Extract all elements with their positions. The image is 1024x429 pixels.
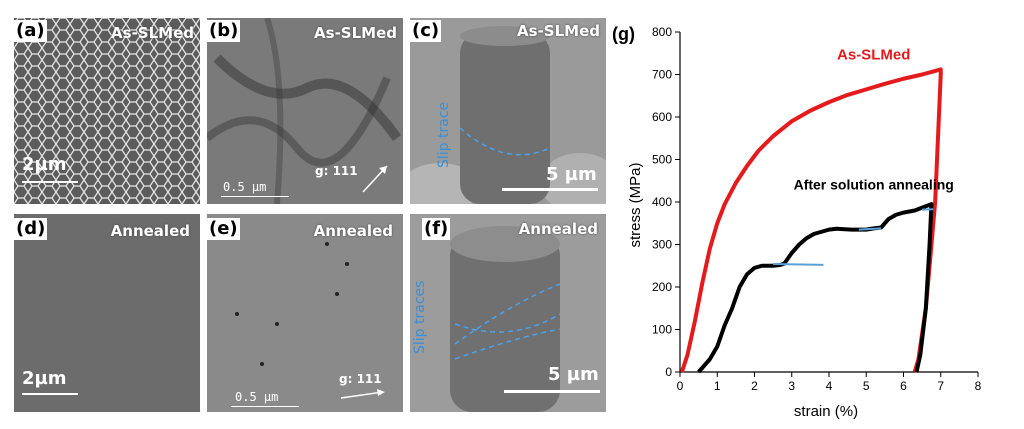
panel-e-tem-image: (e) Annealed g: 111 0.5 µm bbox=[207, 214, 403, 412]
panel-c-pillar-image: (c) As-SLMed Slip trace 5 µm bbox=[410, 18, 606, 204]
panel-label-a: (a) bbox=[14, 20, 47, 42]
scale-bar-d bbox=[22, 393, 78, 395]
scale-bar-label-d: 2µm bbox=[22, 368, 67, 389]
dislocation-image bbox=[207, 18, 403, 204]
panel-label-b: (b) bbox=[207, 20, 241, 42]
y-tick-label: 100 bbox=[652, 323, 672, 337]
slip-trace-annotation-f: Slip traces bbox=[412, 280, 428, 354]
scale-bar-label-e: 0.5 µm bbox=[235, 390, 279, 404]
panel-d-grain-image: (d) Annealed 2µm bbox=[14, 214, 200, 412]
panel-tag-a: As-SLMed bbox=[111, 24, 194, 42]
panel-a-grain-image: (a) As-SLMed 2µm bbox=[14, 18, 200, 204]
chart-axes: 0 1 2 3 4 5 6 7 8 0 100 200 300 400 500 600 700 800 bbox=[652, 25, 982, 393]
scale-bar-a bbox=[22, 181, 78, 183]
x-tick-label: 5 bbox=[863, 379, 870, 393]
x-tick-label: 6 bbox=[900, 379, 907, 393]
g-vector-label-e: g: 111 bbox=[339, 372, 382, 386]
x-tick-label: 0 bbox=[677, 379, 684, 393]
grain-structure-image bbox=[14, 18, 200, 204]
x-axis-label: strain (%) bbox=[794, 403, 858, 420]
x-tick-label: 3 bbox=[788, 379, 795, 393]
x-tick-label: 4 bbox=[826, 379, 833, 393]
chart-annotation-layer: As-SLMed After solution annealing bbox=[794, 47, 954, 193]
panel-b-tem-image: (b) As-SLMed g: 111 0.5 µm bbox=[207, 18, 403, 204]
panel-label-d: (d) bbox=[14, 218, 48, 240]
series-annealed-line bbox=[697, 202, 934, 374]
annealed-surface-image bbox=[14, 214, 200, 412]
scale-bar-f bbox=[504, 390, 600, 393]
scale-bar-c bbox=[502, 188, 598, 191]
panel-tag-f: Annealed bbox=[518, 220, 598, 238]
x-tick-label: 2 bbox=[751, 379, 758, 393]
y-tick-label: 300 bbox=[652, 238, 672, 252]
fit-segment bbox=[858, 227, 882, 231]
panel-tag-b: As-SLMed bbox=[314, 24, 397, 42]
panel-label-f: (f) bbox=[422, 218, 451, 240]
panel-tag-e: Annealed bbox=[313, 222, 393, 240]
scale-bar-label-a: 2µm bbox=[22, 154, 67, 175]
annealed-micropillar-image bbox=[410, 214, 606, 412]
scale-bar-b bbox=[221, 196, 289, 197]
stress-strain-chart: (g) 0 1 2 3 4 5 6 7 8 0 100 200 300 400 500 600 700 800 A… bbox=[612, 24, 982, 420]
y-tick-label: 500 bbox=[652, 153, 672, 167]
chart-series-layer bbox=[679, 67, 943, 374]
panel-label-e: (e) bbox=[207, 218, 240, 240]
y-tick-label: 400 bbox=[652, 195, 672, 209]
y-tick-label: 200 bbox=[652, 280, 672, 294]
x-tick-label: 1 bbox=[714, 379, 721, 393]
series-as-slmed-line bbox=[679, 67, 943, 373]
y-tick-label: 600 bbox=[652, 110, 672, 124]
y-tick-label: 0 bbox=[665, 365, 672, 379]
slip-trace-annotation-c: Slip trace bbox=[436, 101, 452, 168]
panel-label-g: (g) bbox=[612, 24, 635, 44]
g-vector-arrow-e bbox=[340, 389, 385, 399]
panel-f-pillar-image: (f) Annealed Slip traces 5 µm bbox=[410, 214, 606, 412]
annotation-annealed: After solution annealing bbox=[794, 176, 954, 192]
scale-bar-label-f: 5 µm bbox=[548, 364, 599, 385]
y-axis-label: stress (MPa) bbox=[627, 162, 644, 247]
scale-bar-e bbox=[231, 406, 299, 407]
panel-tag-d: Annealed bbox=[110, 222, 190, 240]
annealed-dislocation-image bbox=[207, 214, 403, 412]
panel-label-c: (c) bbox=[410, 20, 442, 42]
y-tick-label: 700 bbox=[652, 68, 672, 82]
panel-tag-c: As-SLMed bbox=[517, 22, 600, 40]
x-tick-label: 8 bbox=[975, 379, 982, 393]
chart-fit-layer bbox=[773, 208, 934, 266]
y-tick-label: 800 bbox=[652, 25, 672, 39]
g-vector-label-b: g: 111 bbox=[315, 164, 358, 178]
micropillar-image bbox=[410, 18, 606, 204]
scale-bar-label-b: 0.5 µm bbox=[223, 180, 267, 194]
scale-bar-label-c: 5 µm bbox=[546, 164, 597, 185]
annotation-as-slmed: As-SLMed bbox=[837, 47, 910, 64]
fit-segment bbox=[773, 263, 824, 266]
x-tick-label: 7 bbox=[937, 379, 944, 393]
g-vector-arrow-b bbox=[362, 165, 388, 193]
